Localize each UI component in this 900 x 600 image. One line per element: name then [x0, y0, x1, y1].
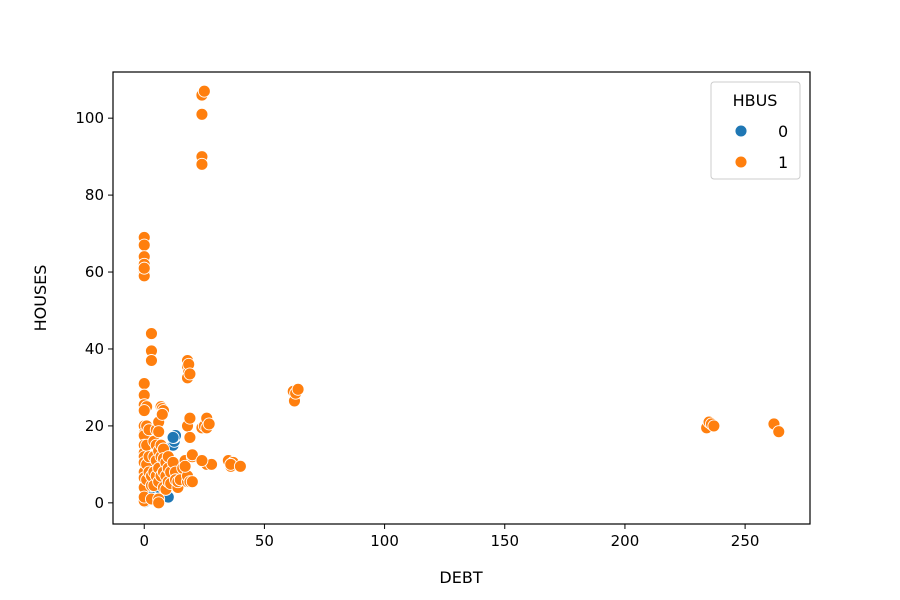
legend-label-0: 0 [778, 122, 788, 141]
x-tick-label: 200 [611, 532, 640, 550]
data-point-hbus-1 [137, 261, 151, 275]
points-layer [137, 84, 786, 510]
x-tick-label: 250 [731, 532, 760, 550]
y-tick-label: 60 [85, 263, 104, 281]
data-point-hbus-1 [152, 496, 166, 510]
data-point-hbus-1 [145, 327, 158, 341]
data-point-hbus-1 [195, 107, 209, 121]
data-point-hbus-1 [291, 382, 305, 396]
x-tick-label: 50 [255, 532, 274, 550]
data-point-hbus-1 [197, 84, 211, 98]
y-tick-label: 0 [94, 494, 104, 512]
data-point-hbus-1 [195, 157, 209, 171]
legend-box [710, 81, 801, 180]
y-tick-label: 80 [85, 186, 104, 204]
data-point-hbus-1 [137, 377, 151, 391]
y-tick-label: 20 [85, 417, 104, 435]
data-point-hbus-1 [185, 475, 199, 489]
data-point-hbus-1 [183, 367, 197, 381]
x-tick-label: 0 [139, 532, 149, 550]
data-point-hbus-1 [202, 417, 216, 431]
y-tick-label: 40 [85, 340, 104, 358]
legend-marker-1 [734, 155, 748, 169]
legend-marker-0 [734, 124, 748, 138]
data-point-hbus-1 [145, 354, 158, 367]
data-point-hbus-0 [166, 431, 180, 444]
data-point-hbus-1 [183, 431, 197, 444]
data-point-hbus-1 [772, 425, 786, 439]
legend: HBUS 0 1 [710, 81, 801, 180]
data-point-hbus-1 [152, 425, 166, 439]
legend-label-1: 1 [778, 153, 788, 172]
data-point-hbus-1 [183, 411, 197, 425]
legend-title: HBUS [733, 91, 778, 110]
data-point-hbus-1 [137, 404, 151, 417]
y-tick-label: 100 [75, 109, 104, 127]
y-axis-label: HOUSES [31, 265, 50, 332]
data-point-hbus-1 [233, 459, 247, 473]
data-point-hbus-1 [195, 454, 209, 467]
x-tick-label: 100 [370, 532, 399, 550]
data-point-hbus-1 [155, 407, 169, 421]
data-point-hbus-1 [185, 448, 199, 462]
data-point-hbus-1 [137, 238, 151, 252]
data-point-hbus-1 [178, 459, 192, 473]
x-axis-label: DEBT [439, 568, 482, 587]
data-point-hbus-1 [707, 419, 721, 433]
x-axis-ticks: 0 50 100 150 200 250 [139, 524, 759, 550]
x-tick-label: 150 [490, 532, 519, 550]
plot-frame [112, 71, 811, 525]
y-axis-ticks: 0 20 40 60 80 100 [75, 109, 113, 512]
